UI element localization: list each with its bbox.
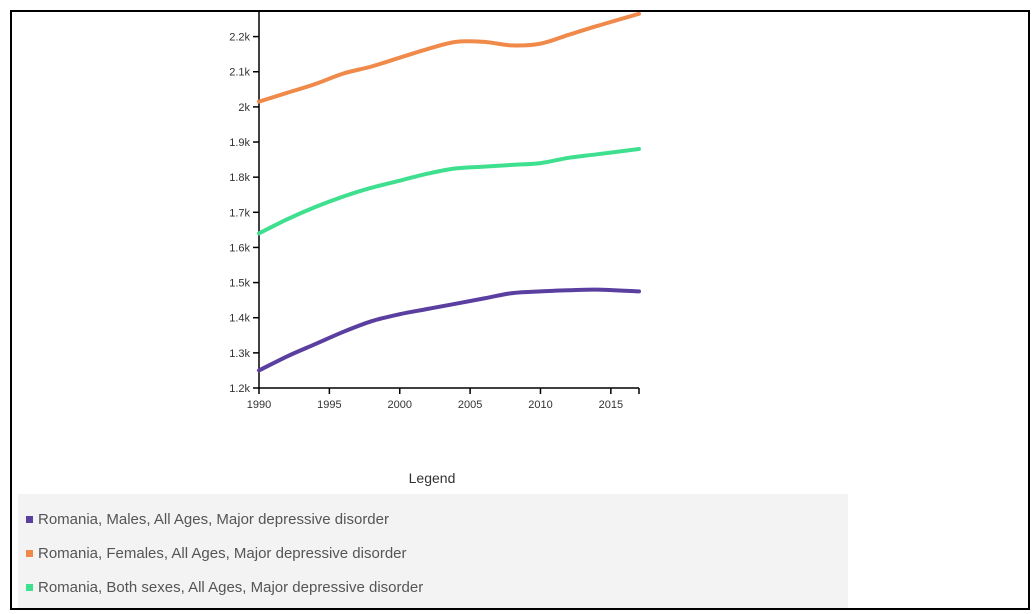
y-tick-label: 1.6k — [229, 242, 250, 254]
legend: Romania, Males, All Ages, Major depressi… — [18, 494, 848, 608]
legend-title: Legend — [408, 470, 456, 486]
x-tick-label: 2000 — [387, 399, 411, 411]
line-chart: 1.2k 1.3k 1.4k 1.5k 1.6k 1.7k 1.8k 1.9k 2k 2.1k 2.… — [229, 12, 641, 411]
series-line-males — [257, 287, 641, 373]
legend-item-males[interactable]: Romania, Males, All Ages, Major depressi… — [26, 507, 389, 531]
y-tick-label: 1.3k — [229, 348, 250, 360]
x-tick-label: 2005 — [458, 399, 482, 411]
legend-swatch-females — [26, 549, 33, 557]
legend-item-both-sexes[interactable]: Romania, Both sexes, All Ages, Major dep… — [26, 575, 423, 599]
legend-label-males: Romania, Males, All Ages, Major depressi… — [38, 510, 389, 528]
chart-frame: 1.2k 1.3k 1.4k 1.5k 1.6k 1.7k 1.8k 1.9k 2k 2.1k 2.… — [10, 10, 1030, 610]
y-tick-label: 1.7k — [229, 207, 250, 219]
series-line-both-sexes — [257, 147, 641, 236]
y-tick-label: 1.9k — [229, 137, 250, 149]
y-tick-label: 1.4k — [229, 313, 250, 325]
y-tick-label: 1.8k — [229, 172, 250, 184]
y-tick-label: 2k — [238, 102, 250, 114]
legend-item-females[interactable]: Romania, Females, All Ages, Major depres… — [26, 541, 407, 565]
legend-label-both-sexes: Romania, Both sexes, All Ages, Major dep… — [38, 578, 424, 596]
x-tick-label: 1990 — [247, 399, 271, 411]
x-tick-label: 2015 — [599, 399, 623, 411]
legend-swatch-both-sexes — [26, 583, 33, 591]
legend-label-females: Romania, Females, All Ages, Major depres… — [38, 544, 407, 562]
series-line-females — [257, 12, 641, 104]
x-tick-label: 1995 — [317, 399, 341, 411]
y-tick-label: 1.5k — [229, 278, 250, 290]
y-tick-label: 2.1k — [229, 67, 250, 79]
x-tick-label: 2010 — [528, 399, 552, 411]
y-tick-label: 2.2k — [229, 32, 250, 44]
y-tick-label: 1.2k — [229, 383, 250, 395]
legend-swatch-males — [26, 515, 33, 523]
